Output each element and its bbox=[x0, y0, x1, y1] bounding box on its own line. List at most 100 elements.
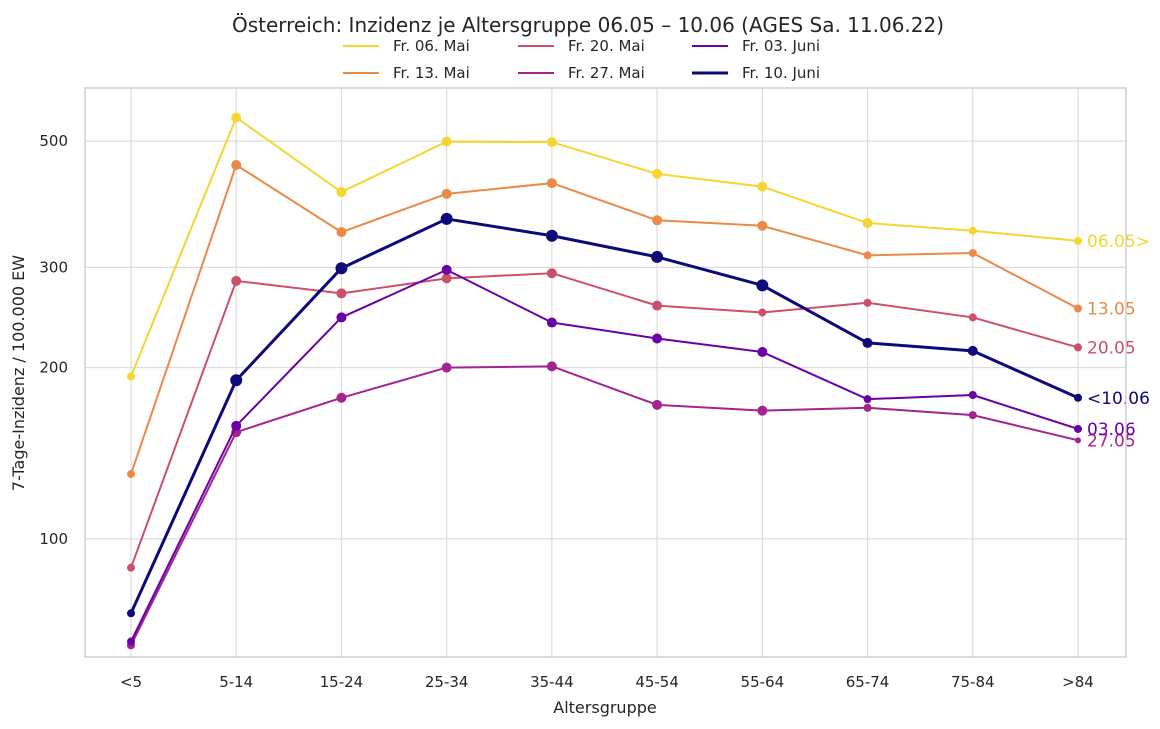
legend-label: Fr. 03. Juni bbox=[742, 37, 820, 55]
data-point bbox=[336, 227, 347, 238]
y-axis-label: 7-Tage-Inzidenz / 100.000 EW bbox=[9, 255, 28, 491]
data-point bbox=[231, 420, 242, 431]
data-point bbox=[967, 345, 978, 356]
x-axis-label: Altersgruppe bbox=[553, 698, 656, 717]
axis-ticks: <5 5-14 15-24 25-34 35-44 45-54 55-64 65-74 75-8… bbox=[39, 132, 1093, 691]
data-point bbox=[127, 470, 135, 479]
data-point bbox=[231, 160, 242, 171]
series-end-label: 27.05 bbox=[1087, 431, 1136, 451]
legend-label: Fr. 27. Mai bbox=[568, 64, 645, 82]
legend-item: Fr. 20. Mai bbox=[518, 37, 645, 55]
chart-title: Österreich: Inzidenz je Altersgruppe 06.… bbox=[232, 13, 944, 37]
data-point bbox=[127, 372, 135, 381]
data-point bbox=[652, 215, 663, 226]
data-point bbox=[968, 390, 977, 399]
data-point bbox=[652, 399, 663, 410]
x-tick-label: 65-74 bbox=[846, 673, 890, 691]
legend-label: Fr. 20. Mai bbox=[568, 37, 645, 55]
series-end-label: 20.05 bbox=[1087, 338, 1136, 358]
series-line bbox=[130, 365, 1079, 646]
data-point bbox=[1074, 393, 1082, 402]
x-tick-label: 15-24 bbox=[320, 673, 364, 691]
y-tick-label: 200 bbox=[39, 359, 68, 377]
legend-item: Fr. 27. Mai bbox=[518, 64, 645, 82]
data-point bbox=[231, 275, 242, 286]
series-end-label: 06.05> bbox=[1087, 232, 1150, 252]
data-point bbox=[968, 226, 977, 235]
data-point bbox=[652, 168, 663, 179]
x-tick-label: 35-44 bbox=[530, 673, 574, 691]
data-point bbox=[968, 313, 977, 322]
series-group: 06.05> bbox=[127, 112, 1150, 381]
data-point bbox=[862, 337, 873, 348]
data-point bbox=[231, 112, 242, 123]
series-end-label: 03.06 bbox=[1087, 420, 1136, 440]
series-group: <10.06 bbox=[127, 212, 1150, 618]
data-point bbox=[546, 268, 557, 279]
data-point bbox=[863, 251, 872, 260]
data-point bbox=[757, 220, 768, 231]
y-tick-label: 500 bbox=[39, 132, 68, 150]
series-group: 03.06 bbox=[127, 264, 1136, 646]
legend-label: Fr. 06. Mai bbox=[393, 37, 470, 55]
data-point bbox=[968, 248, 977, 257]
legend-item: Fr. 13. Mai bbox=[343, 64, 470, 82]
legend-item: Fr. 03. Juni bbox=[692, 37, 820, 55]
x-tick-label: 5-14 bbox=[219, 673, 253, 691]
data-point bbox=[545, 229, 558, 242]
data-point bbox=[127, 563, 135, 572]
x-tick-label: 55-64 bbox=[741, 673, 785, 691]
y-tick-label: 300 bbox=[39, 258, 68, 276]
data-point bbox=[863, 298, 872, 307]
data-point bbox=[757, 405, 768, 416]
data-point bbox=[1074, 304, 1082, 313]
data-point bbox=[440, 212, 453, 225]
data-point bbox=[546, 317, 557, 328]
x-tick-label: 25-34 bbox=[425, 673, 469, 691]
data-point bbox=[1074, 424, 1082, 433]
x-tick-label: <5 bbox=[120, 673, 142, 691]
legend-item: Fr. 06. Mai bbox=[343, 37, 470, 55]
series-end-label: 13.05 bbox=[1087, 300, 1136, 320]
data-point bbox=[546, 178, 557, 189]
series-line bbox=[130, 164, 1079, 475]
data-point bbox=[336, 392, 347, 403]
data-point bbox=[441, 264, 452, 275]
series-line bbox=[130, 116, 1079, 377]
data-point bbox=[1074, 236, 1082, 245]
data-point bbox=[758, 308, 767, 317]
data-point bbox=[863, 403, 872, 412]
series-line bbox=[130, 272, 1079, 569]
data-point bbox=[546, 137, 557, 148]
series-end-label: <10.06 bbox=[1087, 389, 1150, 409]
data-point bbox=[441, 136, 452, 147]
data-point bbox=[1074, 343, 1082, 352]
y-tick-label: 100 bbox=[39, 530, 68, 548]
series-group: 13.05 bbox=[127, 160, 1136, 479]
data-point bbox=[652, 300, 663, 311]
data-point bbox=[441, 362, 452, 373]
grid bbox=[85, 88, 1126, 657]
data-point bbox=[862, 218, 873, 229]
data-point bbox=[756, 279, 769, 292]
data-point bbox=[968, 411, 977, 420]
data-point bbox=[546, 361, 557, 372]
data-point bbox=[230, 374, 243, 387]
series-line bbox=[130, 268, 1079, 642]
data-point bbox=[651, 250, 664, 263]
legend: Fr. 06. Mai Fr. 13. Mai Fr. 20. Mai Fr. 27.… bbox=[343, 37, 820, 82]
data-point bbox=[127, 637, 135, 646]
plot-frame bbox=[84, 87, 1127, 658]
data-point bbox=[757, 347, 768, 358]
data-point bbox=[336, 187, 347, 198]
data-point bbox=[336, 312, 347, 323]
data-point bbox=[127, 609, 135, 618]
x-tick-label: 75-84 bbox=[951, 673, 995, 691]
data-point bbox=[863, 395, 872, 404]
data-point bbox=[441, 273, 452, 284]
data-point bbox=[336, 288, 347, 299]
data-point bbox=[1075, 437, 1081, 444]
